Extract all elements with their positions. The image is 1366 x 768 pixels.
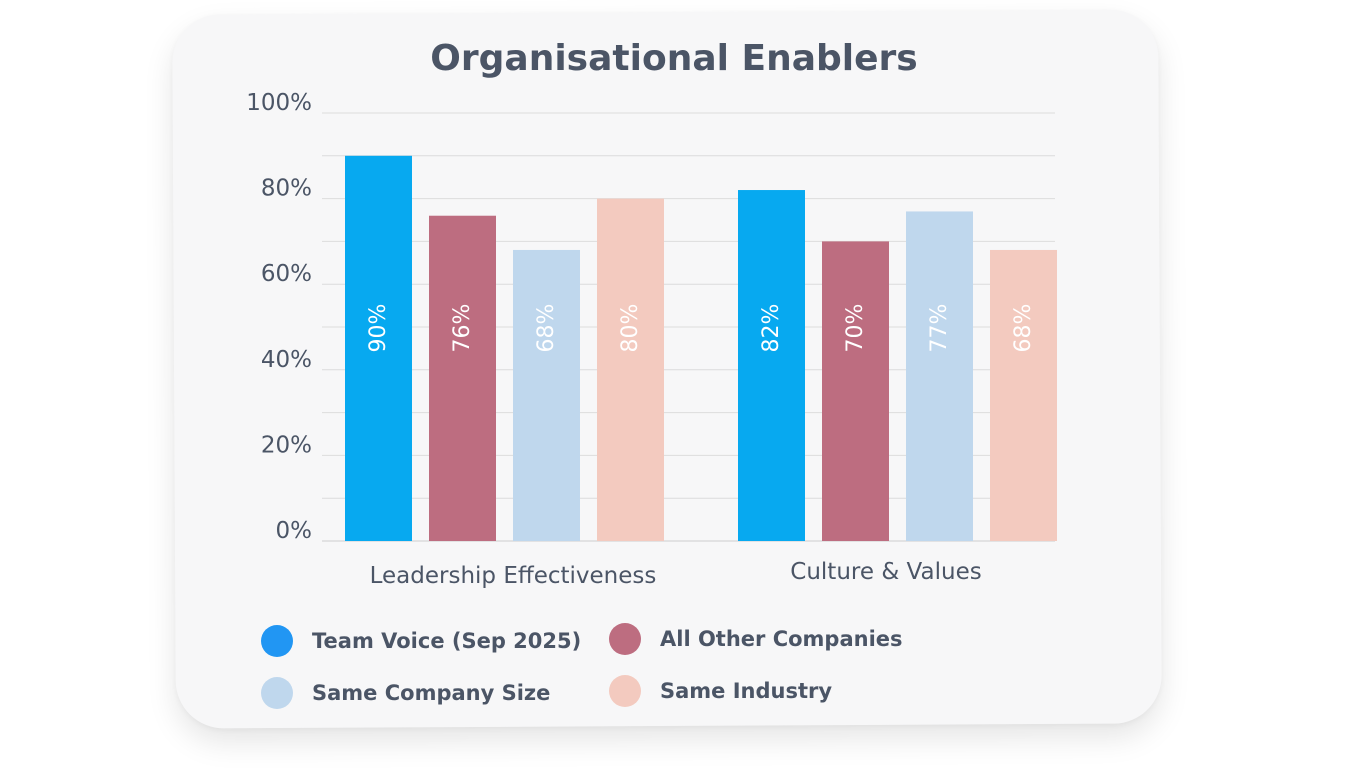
bar-value-label: 68%: [1011, 304, 1036, 353]
bar: [345, 155, 412, 542]
legend-swatch: [609, 623, 641, 655]
bar: [513, 249, 580, 541]
legend-label: All Other Companies: [660, 627, 903, 651]
bar: [822, 241, 889, 541]
legend-swatch: [609, 675, 641, 707]
legend: Team Voice (Sep 2025) All Other Companies…: [261, 623, 903, 709]
bar-value-label: 80%: [618, 304, 643, 353]
category-label: Leadership Effectiveness: [370, 563, 657, 589]
bar: [738, 190, 805, 542]
legend-label: Same Company Size: [312, 681, 550, 705]
bar: [429, 215, 496, 541]
x-axis-categories: Leadership Effectiveness Culture & Values: [370, 559, 982, 589]
y-axis-ticks: 0% 20% 40% 60% 80% 100%: [246, 90, 312, 544]
bar: [990, 249, 1057, 541]
y-tick-label: 100%: [246, 90, 312, 116]
bar-value-label: 68%: [534, 304, 559, 353]
legend-swatch: [261, 677, 293, 709]
bar-labels: 90% 76% 68% 80% 82% 70% 77% 68%: [366, 304, 1036, 353]
legend-label: Team Voice (Sep 2025): [312, 629, 581, 653]
legend-swatch: [261, 625, 293, 657]
bar: [906, 211, 973, 541]
bar-value-label: 82%: [759, 304, 784, 353]
bar: [597, 198, 664, 541]
y-tick-label: 20%: [261, 432, 312, 458]
bar-value-label: 76%: [450, 304, 475, 353]
bar-value-label: 90%: [366, 304, 391, 353]
y-tick-label: 80%: [261, 176, 312, 202]
chart-title: Organisational Enablers: [430, 38, 917, 79]
legend-label: Same Industry: [660, 679, 832, 703]
bar-value-label: 70%: [843, 304, 868, 353]
category-label: Culture & Values: [790, 559, 981, 585]
y-tick-label: 40%: [261, 347, 312, 373]
bars: [345, 155, 1057, 542]
y-tick-label: 60%: [261, 261, 312, 287]
bar-value-label: 77%: [927, 304, 952, 353]
y-tick-label: 0%: [276, 518, 313, 544]
